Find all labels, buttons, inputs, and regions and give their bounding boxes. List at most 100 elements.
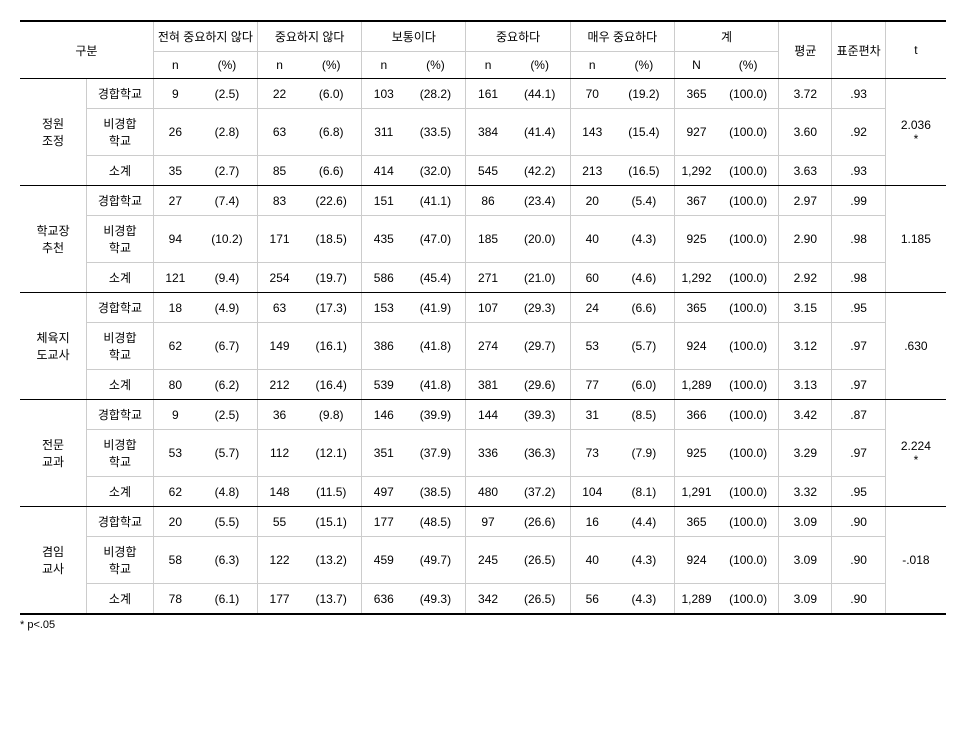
cell-n: 107 (466, 293, 510, 323)
cell-n: 144 (466, 400, 510, 430)
cell-pct: (100.0) (718, 186, 779, 216)
cell-n: 20 (570, 186, 614, 216)
cell-n: 435 (362, 216, 406, 263)
cell-n: 213 (570, 156, 614, 186)
cell-pct: (16.4) (301, 370, 362, 400)
cell-pct: (6.0) (614, 370, 675, 400)
cell-pct: (5.5) (197, 507, 258, 537)
cell-pct: (21.0) (510, 263, 571, 293)
cell-n: 40 (570, 216, 614, 263)
cell-pct: (13.7) (301, 584, 362, 615)
cell-pct: (2.8) (197, 109, 258, 156)
subcategory-label: 경합학교 (87, 293, 154, 323)
cell-mean: 3.12 (779, 323, 832, 370)
header-gubun: 구분 (20, 21, 153, 79)
cell-n: 245 (466, 537, 510, 584)
cell-n: 73 (570, 430, 614, 477)
header-n: n (466, 52, 510, 79)
cell-std: .95 (832, 477, 885, 507)
cell-n: 1,289 (674, 370, 718, 400)
cell-pct: (18.5) (301, 216, 362, 263)
cell-n: 146 (362, 400, 406, 430)
cell-n: 62 (153, 477, 197, 507)
cell-n: 58 (153, 537, 197, 584)
cell-std: .99 (832, 186, 885, 216)
subcategory-label: 경합학교 (87, 186, 154, 216)
cell-std: .97 (832, 430, 885, 477)
cell-pct: (20.0) (510, 216, 571, 263)
cell-pct: (100.0) (718, 323, 779, 370)
cell-pct: (6.6) (614, 293, 675, 323)
cell-pct: (6.8) (301, 109, 362, 156)
cell-n: 545 (466, 156, 510, 186)
cell-pct: (5.7) (197, 430, 258, 477)
header-pct: (%) (718, 52, 779, 79)
subcategory-label: 소계 (87, 477, 154, 507)
cell-n: 40 (570, 537, 614, 584)
cell-pct: (4.3) (614, 216, 675, 263)
cell-pct: (7.4) (197, 186, 258, 216)
subcategory-label: 비경합학교 (87, 323, 154, 370)
header-scale3: 보통이다 (362, 21, 466, 52)
cell-n: 924 (674, 323, 718, 370)
cell-pct: (26.5) (510, 537, 571, 584)
cell-n: 366 (674, 400, 718, 430)
cell-mean: 3.60 (779, 109, 832, 156)
cell-pct: (2.5) (197, 79, 258, 109)
cell-pct: (26.6) (510, 507, 571, 537)
cell-std: .97 (832, 323, 885, 370)
header-pct: (%) (301, 52, 362, 79)
cell-pct: (4.3) (614, 537, 675, 584)
cell-n: 342 (466, 584, 510, 615)
cell-pct: (37.2) (510, 477, 571, 507)
header-scale5: 매우 중요하다 (570, 21, 674, 52)
cell-n: 63 (258, 293, 302, 323)
cell-mean: 3.29 (779, 430, 832, 477)
cell-n: 459 (362, 537, 406, 584)
cell-n: 24 (570, 293, 614, 323)
header-n: n (362, 52, 406, 79)
subcategory-label: 소계 (87, 263, 154, 293)
subcategory-label: 경합학교 (87, 507, 154, 537)
cell-pct: (10.2) (197, 216, 258, 263)
cell-n: 171 (258, 216, 302, 263)
cell-n: 414 (362, 156, 406, 186)
cell-n: 70 (570, 79, 614, 109)
cell-n: 16 (570, 507, 614, 537)
cell-pct: (39.3) (510, 400, 571, 430)
cell-pct: (9.8) (301, 400, 362, 430)
cell-n: 386 (362, 323, 406, 370)
cell-n: 22 (258, 79, 302, 109)
cell-pct: (6.3) (197, 537, 258, 584)
cell-n: 185 (466, 216, 510, 263)
header-scale1: 전혀 중요하지 않다 (153, 21, 257, 52)
header-scale2: 중요하지 않다 (258, 21, 362, 52)
table-row: 소계121(9.4)254(19.7)586(45.4)271(21.0)60(… (20, 263, 946, 293)
table-row: 정원조정경합학교9(2.5)22(6.0)103(28.2)161(44.1)7… (20, 79, 946, 109)
cell-pct: (45.4) (405, 263, 466, 293)
cell-pct: (42.2) (510, 156, 571, 186)
cell-n: 80 (153, 370, 197, 400)
cell-pct: (100.0) (718, 400, 779, 430)
category-label: 겸임교사 (20, 507, 87, 615)
header-n: n (570, 52, 614, 79)
cell-pct: (39.9) (405, 400, 466, 430)
cell-n: 497 (362, 477, 406, 507)
cell-n: 149 (258, 323, 302, 370)
cell-std: .98 (832, 216, 885, 263)
cell-pct: (32.0) (405, 156, 466, 186)
cell-pct: (41.8) (405, 370, 466, 400)
cell-mean: 2.97 (779, 186, 832, 216)
cell-n: 78 (153, 584, 197, 615)
cell-mean: 2.90 (779, 216, 832, 263)
cell-n: 177 (362, 507, 406, 537)
cell-n: 636 (362, 584, 406, 615)
cell-mean: 3.13 (779, 370, 832, 400)
cell-pct: (41.9) (405, 293, 466, 323)
cell-n: 161 (466, 79, 510, 109)
cell-std: .87 (832, 400, 885, 430)
cell-mean: 2.92 (779, 263, 832, 293)
cell-pct: (19.7) (301, 263, 362, 293)
subcategory-label: 소계 (87, 584, 154, 615)
cell-n: 56 (570, 584, 614, 615)
